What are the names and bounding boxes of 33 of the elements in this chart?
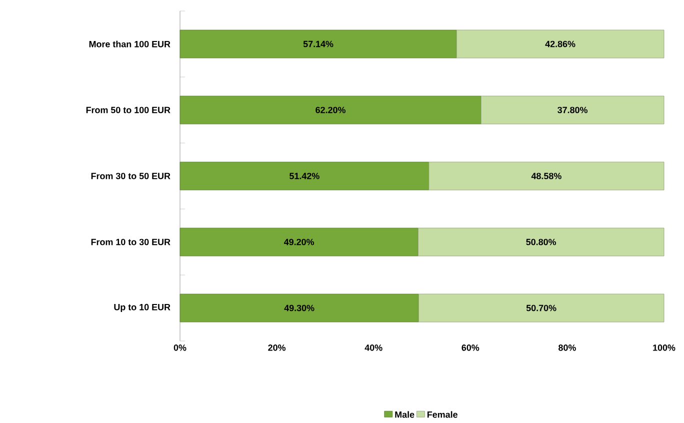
y-tick-label: From 30 to 50 EUR bbox=[91, 172, 170, 180]
data-label: 50.70% bbox=[526, 304, 556, 312]
data-label: 62.20% bbox=[316, 106, 346, 114]
bar bbox=[418, 228, 664, 256]
data-label: 50.80% bbox=[526, 238, 556, 246]
y-tick-label: More than 100 EUR bbox=[89, 40, 170, 48]
data-label: 57.14% bbox=[303, 40, 334, 48]
x-tick-label: 40% bbox=[364, 344, 382, 351]
bar bbox=[180, 228, 418, 256]
bar bbox=[180, 294, 419, 322]
data-label: 51.42% bbox=[290, 172, 320, 180]
data-label: 49.20% bbox=[284, 238, 314, 246]
y-tick-label: From 10 to 30 EUR bbox=[91, 238, 170, 246]
x-tick-label: 80% bbox=[558, 344, 576, 351]
legend-label: Female bbox=[427, 411, 458, 418]
bar bbox=[180, 96, 482, 124]
bar bbox=[418, 294, 664, 322]
bar bbox=[180, 162, 430, 190]
bar bbox=[480, 96, 664, 124]
y-tick-label: From 50 to 100 EUR bbox=[86, 106, 170, 114]
data-label: 49.30% bbox=[284, 304, 314, 312]
data-label: 42.86% bbox=[545, 40, 576, 48]
x-tick-label: 20% bbox=[268, 344, 286, 351]
x-tick-label: 100% bbox=[653, 344, 676, 351]
legend-label: Male bbox=[395, 411, 414, 418]
bar bbox=[180, 30, 457, 58]
x-tick-label: 60% bbox=[462, 344, 480, 351]
bar bbox=[456, 30, 664, 58]
data-label: 37.80% bbox=[558, 106, 588, 114]
data-label: 48.58% bbox=[531, 172, 562, 180]
bar bbox=[428, 162, 664, 190]
y-tick-label: Up to 10 EUR bbox=[114, 304, 170, 312]
x-tick-label: 0% bbox=[174, 344, 186, 351]
